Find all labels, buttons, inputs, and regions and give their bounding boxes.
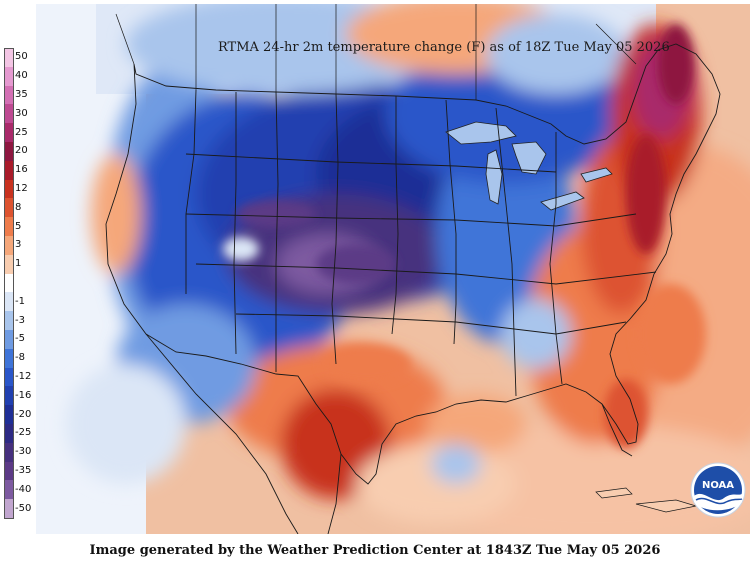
legend-label: -3 <box>15 314 25 326</box>
legend-label: -25 <box>15 427 32 439</box>
map-title: RTMA 24-hr 2m temperature change (F) as … <box>218 40 670 55</box>
legend-swatch <box>4 461 14 481</box>
legend-label: 40 <box>15 70 28 82</box>
color-legend: 50 40 35 30 25 20 16 12 8 5 3 1 -1 -3 -5 -8 -12 -16 -20 -25… <box>4 48 34 519</box>
legend-swatch <box>4 217 14 236</box>
legend-label: 20 <box>15 145 28 157</box>
legend-label: -20 <box>15 408 32 420</box>
legend-swatch <box>4 386 14 406</box>
legend-swatch <box>4 198 14 218</box>
legend-swatch <box>4 66 14 86</box>
temperature-field <box>66 4 750 534</box>
legend-swatch <box>4 442 14 462</box>
legend-swatch <box>4 142 14 161</box>
footer-caption: Image generated by the Weather Predictio… <box>89 543 661 558</box>
legend-label: -16 <box>15 389 32 401</box>
legend-swatch <box>4 254 14 274</box>
legend-label: 35 <box>15 89 28 100</box>
great-lakes <box>445 121 613 211</box>
legend-label: -35 <box>15 465 32 476</box>
legend-swatch <box>4 499 14 519</box>
legend-label: 16 <box>15 164 28 176</box>
legend-swatch <box>4 123 14 142</box>
legend-swatch <box>4 160 14 180</box>
legend-label: 3 <box>15 239 22 251</box>
noaa-logo-text: NOAA <box>702 480 734 491</box>
legend-label: -40 <box>15 483 32 495</box>
legend-label: -50 <box>15 502 32 514</box>
legend-swatch <box>4 311 14 330</box>
legend-label: 8 <box>15 201 22 213</box>
legend-swatch <box>4 48 14 68</box>
legend-swatch <box>4 179 14 199</box>
legend-label: 25 <box>15 126 28 138</box>
legend-label: -1 <box>15 295 25 307</box>
legend-swatch <box>4 367 14 387</box>
legend-swatch <box>4 292 14 312</box>
legend-swatch <box>4 273 14 293</box>
map-canvas <box>36 4 750 534</box>
canada-boundaries <box>115 4 637 100</box>
boundaries <box>105 43 721 534</box>
legend-label: -30 <box>15 446 32 458</box>
legend-label: 1 <box>15 258 22 270</box>
legend-label: 50 <box>15 51 28 63</box>
legend-swatch <box>4 85 14 105</box>
legend-label: 30 <box>15 107 28 119</box>
legend-label: 12 <box>15 183 28 194</box>
legend-swatch <box>4 405 14 424</box>
legend-swatch <box>4 480 14 500</box>
legend-swatch <box>4 348 14 368</box>
legend-label: -8 <box>15 352 25 364</box>
legend-swatch <box>4 236 14 255</box>
legend-label: 5 <box>15 220 22 232</box>
legend-label: -12 <box>15 371 32 382</box>
legend-swatch <box>4 330 14 349</box>
legend-swatch <box>4 104 14 124</box>
legend-label: -5 <box>15 333 25 345</box>
temperature-detail <box>223 24 706 449</box>
noaa-logo: NOAA <box>690 462 746 518</box>
legend-swatch <box>4 424 14 443</box>
temperature-change-map: RTMA 24-hr 2m temperature change (F) as … <box>36 4 750 534</box>
